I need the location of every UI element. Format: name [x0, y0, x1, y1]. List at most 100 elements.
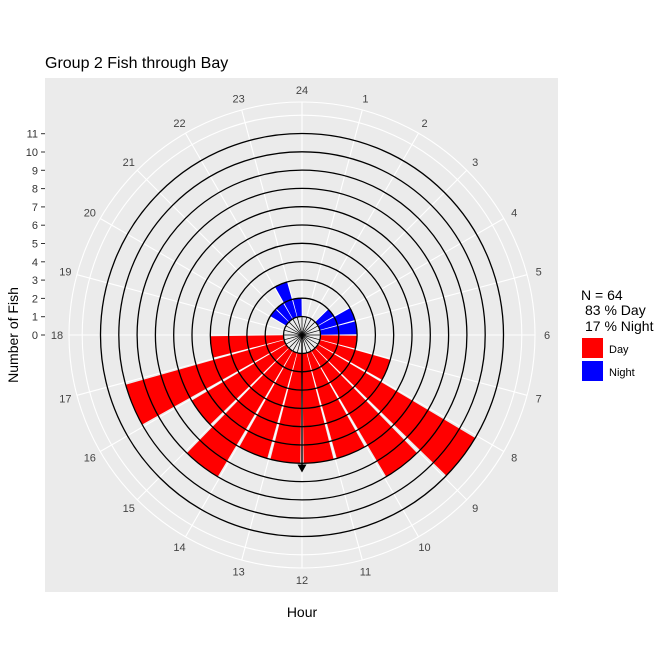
hour-label: 14	[173, 542, 185, 554]
hour-label: 20	[84, 208, 96, 220]
hour-label: 16	[84, 453, 96, 465]
grid-spoke	[136, 347, 290, 501]
grid-spoke	[241, 352, 298, 561]
hour-label: 1	[362, 93, 368, 105]
black-ring	[136, 169, 468, 501]
y-tick-label: 4	[32, 257, 38, 269]
grid-spoke	[319, 274, 528, 331]
grid-spoke	[317, 343, 505, 452]
day-bar	[307, 351, 365, 459]
bars	[125, 281, 476, 477]
grid-spoke	[314, 347, 468, 501]
hour-label: 21	[123, 157, 135, 169]
inner-spoke	[301, 334, 316, 349]
hour-label: 11	[360, 567, 371, 579]
inner-spoke	[288, 321, 303, 336]
hour-label: 4	[511, 208, 517, 220]
night-bar	[275, 281, 297, 319]
grid-spoke	[76, 274, 285, 331]
inner-spoke	[301, 318, 312, 336]
hour-label: 5	[536, 267, 542, 279]
hour-label: 10	[418, 542, 430, 554]
arrow-head	[297, 464, 307, 473]
grid-spoke	[310, 350, 419, 538]
grid-spoke	[99, 218, 287, 327]
y-tick-label: 9	[32, 165, 38, 177]
inner-spoke	[301, 334, 319, 345]
y-tick-label: 3	[32, 275, 38, 287]
inner-spoke	[296, 334, 303, 353]
grid-spoke	[76, 339, 285, 396]
day-bar	[270, 352, 302, 464]
legend-n-label: N = 64	[581, 287, 623, 303]
y-tick-label: 0	[32, 330, 38, 342]
mean-direction-arrow	[297, 335, 307, 473]
day-bar	[302, 352, 334, 464]
grid-spoke	[136, 169, 290, 323]
hour-label: 12	[296, 575, 308, 587]
grid-spoke	[314, 169, 468, 323]
legend-night-swatch	[582, 361, 603, 381]
inner-spoke	[284, 329, 303, 336]
x-axis-label: Hour	[287, 604, 318, 620]
day-bar	[311, 348, 418, 477]
black-ring	[154, 187, 450, 483]
inner-spoke	[292, 318, 303, 336]
night-bar	[270, 309, 289, 326]
night-bar	[315, 309, 334, 326]
grid-spoke	[241, 109, 298, 318]
y-axis-label: Number of Fish	[5, 287, 21, 383]
y-axis-ticks: 0 1 2 3 4 5 6 7 8 9 10 11	[26, 129, 45, 342]
inner-spoke	[288, 334, 303, 349]
inner-spoke	[285, 334, 303, 345]
grid-spoke	[317, 218, 505, 327]
hour-label: 22	[173, 118, 185, 130]
black-ring	[118, 151, 486, 519]
y-tick-label: 8	[32, 184, 38, 196]
inner-spoke	[301, 329, 320, 336]
hour-label: 2	[421, 118, 427, 130]
day-bar	[186, 348, 293, 477]
inner-spoke	[296, 317, 303, 336]
legend-day-label: Day	[609, 344, 629, 356]
y-tick-label: 6	[32, 220, 38, 232]
legend: N = 64 83 % Day 17 % Night Day Night	[581, 287, 654, 381]
y-tick-label: 5	[32, 239, 38, 251]
chart-title: Group 2 Fish through Bay	[45, 55, 228, 72]
hour-label: 24	[296, 85, 308, 97]
grid-spoke	[185, 350, 294, 538]
inner-spoke	[301, 317, 308, 336]
day-bar	[125, 340, 286, 425]
legend-day-swatch	[582, 338, 603, 358]
hour-label: 15	[123, 503, 135, 515]
hour-label: 18	[51, 330, 63, 342]
hour-label: 13	[232, 567, 244, 579]
hour-label: 3	[472, 157, 478, 169]
grid-spoke	[310, 132, 419, 320]
y-tick-label: 10	[26, 147, 38, 159]
inner-spoke	[285, 325, 303, 336]
y-tick-label: 7	[32, 202, 38, 214]
hour-label: 6	[544, 330, 550, 342]
inner-spoke	[284, 334, 303, 341]
hour-label: 9	[472, 503, 478, 515]
grid-spoke	[99, 343, 287, 452]
inner-spoke	[301, 334, 320, 341]
legend-night-percent: 17 % Night	[585, 318, 654, 334]
inner-spoke	[301, 334, 312, 352]
y-tick-label: 11	[27, 129, 38, 141]
y-tick-label: 1	[32, 312, 38, 324]
night-bar	[318, 308, 356, 330]
legend-night-label: Night	[609, 367, 635, 379]
grid-spoke	[306, 352, 363, 561]
hour-label: 23	[232, 93, 244, 105]
night-bar	[292, 298, 302, 318]
y-tick-label: 2	[32, 293, 38, 305]
night-bar	[276, 303, 293, 322]
day-bar	[315, 344, 476, 476]
inner-spoke	[292, 334, 303, 352]
hour-label: 8	[511, 453, 517, 465]
hour-label: 17	[59, 393, 71, 405]
